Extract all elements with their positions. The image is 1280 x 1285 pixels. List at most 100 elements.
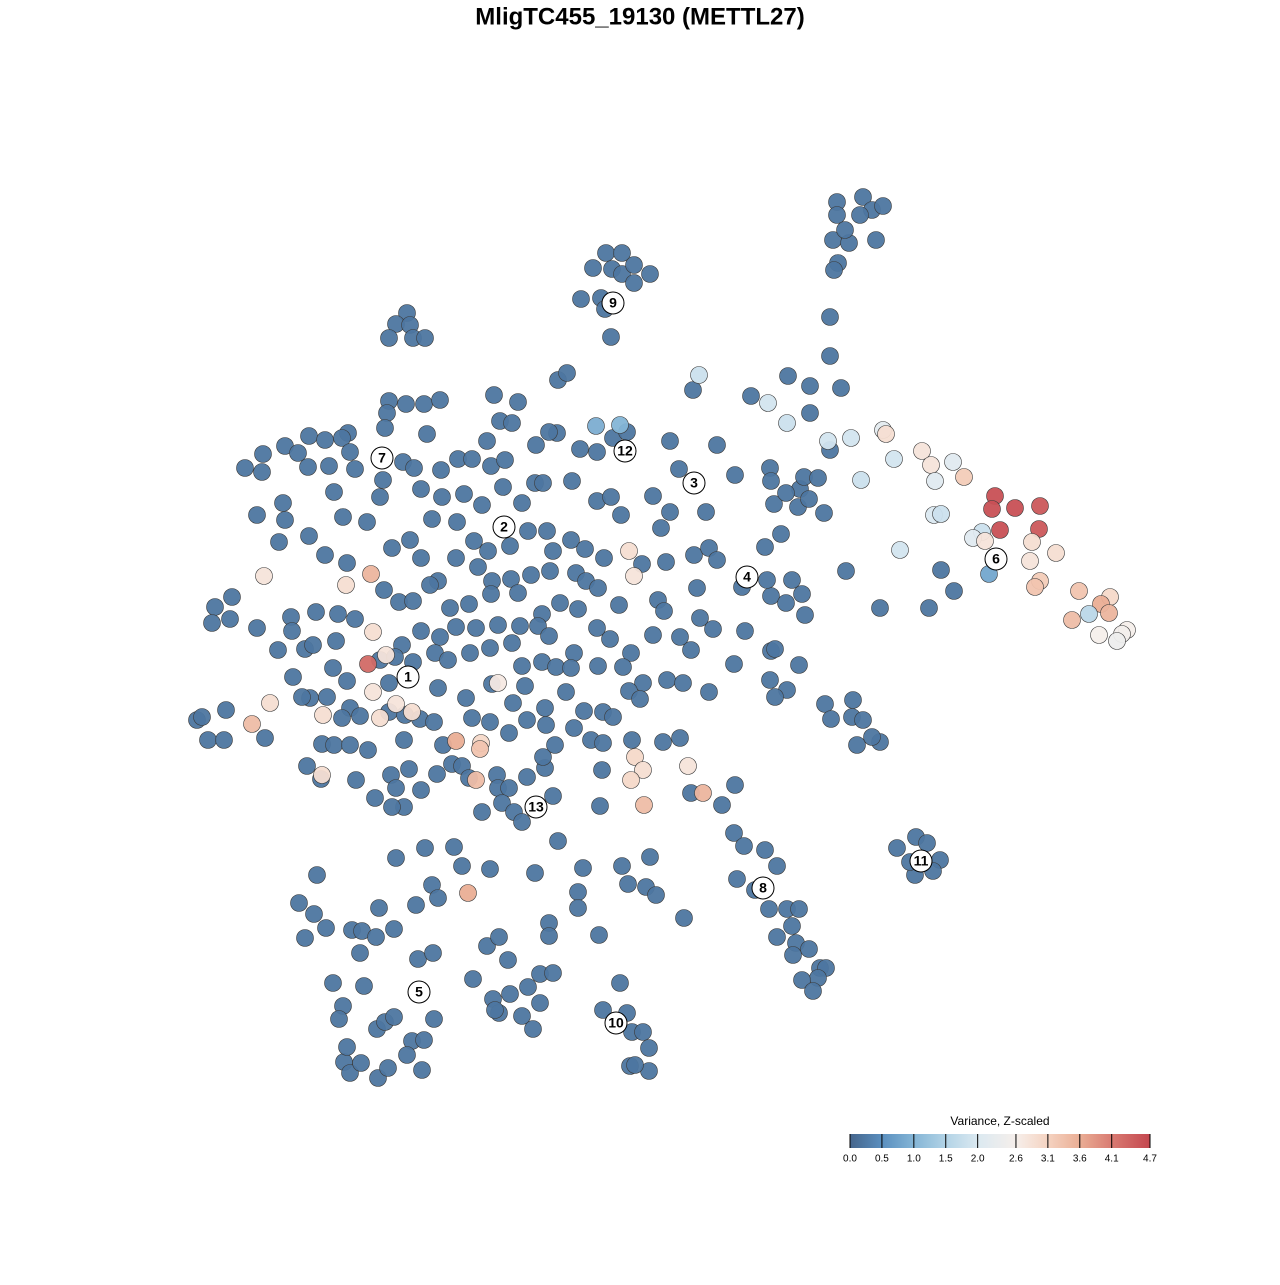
- point: [658, 671, 676, 689]
- point: [518, 711, 536, 729]
- point: [412, 781, 430, 799]
- point: [378, 404, 396, 422]
- point: [976, 532, 994, 550]
- point: [511, 617, 529, 635]
- point: [503, 634, 521, 652]
- point: [537, 716, 555, 734]
- point: [307, 603, 325, 621]
- point: [558, 364, 576, 382]
- point: [654, 733, 672, 751]
- point: [370, 899, 388, 917]
- point: [801, 404, 819, 422]
- point: [425, 713, 443, 731]
- point: [589, 579, 607, 597]
- point: [469, 558, 487, 576]
- point: [338, 1038, 356, 1056]
- point: [433, 488, 451, 506]
- point: [1026, 578, 1044, 596]
- point: [243, 715, 261, 733]
- point: [351, 944, 369, 962]
- point: [772, 525, 790, 543]
- point: [403, 703, 421, 721]
- point: [601, 630, 619, 648]
- point: [625, 567, 643, 585]
- point: [922, 456, 940, 474]
- point: [563, 472, 581, 490]
- point: [1031, 497, 1049, 515]
- point: [565, 644, 583, 662]
- point: [634, 1023, 652, 1041]
- point: [401, 531, 419, 549]
- point: [439, 651, 457, 669]
- point: [944, 453, 962, 471]
- point: [708, 551, 726, 569]
- point: [223, 588, 241, 606]
- point: [685, 546, 703, 564]
- cluster-badge: [370, 446, 394, 470]
- point: [421, 576, 439, 594]
- cluster-label: 11: [909, 849, 933, 873]
- cluster-badge: [407, 980, 431, 1004]
- point: [700, 683, 718, 701]
- point: [546, 736, 564, 754]
- point: [784, 946, 802, 964]
- point: [760, 900, 778, 918]
- cluster-label: 10: [604, 1011, 628, 1035]
- point: [588, 619, 606, 637]
- point: [713, 796, 731, 814]
- point: [655, 602, 673, 620]
- point: [290, 894, 308, 912]
- point: [448, 513, 466, 531]
- point: [690, 366, 708, 384]
- cluster-text: 5: [415, 984, 423, 1000]
- point: [534, 748, 552, 766]
- colorbar-tick-label: 3.6: [1073, 1154, 1087, 1165]
- point: [377, 646, 395, 664]
- point: [1090, 626, 1108, 644]
- point: [800, 490, 818, 508]
- point: [364, 623, 382, 641]
- point: [766, 640, 784, 658]
- point: [524, 1020, 542, 1038]
- point: [852, 471, 870, 489]
- cluster-badge: [604, 1011, 628, 1035]
- colorbar-tick-label: 3.1: [1041, 1154, 1055, 1165]
- point: [447, 549, 465, 567]
- point: [529, 617, 547, 635]
- point: [513, 1007, 531, 1025]
- point: [565, 719, 583, 737]
- point: [457, 689, 475, 707]
- point: [538, 522, 556, 540]
- point: [1100, 604, 1118, 622]
- point: [193, 708, 211, 726]
- point: [612, 506, 630, 524]
- point: [821, 347, 839, 365]
- point: [726, 466, 744, 484]
- point: [412, 480, 430, 498]
- cluster-badge: [909, 849, 933, 873]
- point: [641, 848, 659, 866]
- point: [1108, 632, 1126, 650]
- point: [854, 188, 872, 206]
- point: [591, 797, 609, 815]
- colorbar-tick-label: 4.7: [1143, 1154, 1157, 1165]
- point: [248, 506, 266, 524]
- point: [464, 970, 482, 988]
- point: [347, 771, 365, 789]
- point: [761, 671, 779, 689]
- point: [777, 484, 795, 502]
- point: [298, 757, 316, 775]
- point: [376, 419, 394, 437]
- point: [821, 308, 839, 326]
- point: [613, 857, 631, 875]
- point: [540, 423, 558, 441]
- point: [569, 899, 587, 917]
- cluster-label: 6: [984, 547, 1008, 571]
- point: [499, 951, 517, 969]
- point: [509, 584, 527, 602]
- point: [473, 496, 491, 514]
- point: [405, 459, 423, 477]
- point: [920, 599, 938, 617]
